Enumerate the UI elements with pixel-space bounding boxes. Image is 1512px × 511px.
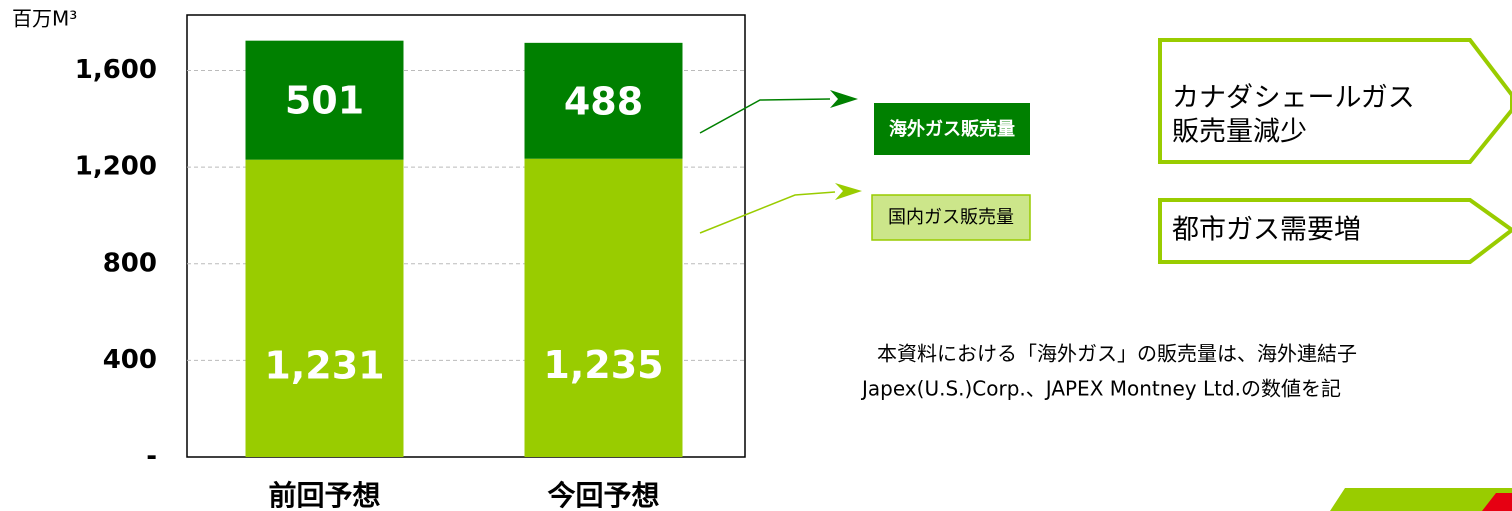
annotation-box — [1158, 198, 1512, 264]
plot-frame — [186, 14, 746, 458]
x-tick-label: 前回予想 — [268, 479, 380, 511]
legend-label: 海外ガス販売量 — [889, 118, 1015, 140]
footnote: Japex(U.S.)Corp.、JAPEX Montney Ltd.の数値を記 — [860, 377, 1341, 401]
arrow-head — [830, 90, 858, 108]
y-tick-label: - — [146, 442, 157, 472]
decoration — [1330, 488, 1512, 511]
arrow — [699, 191, 836, 234]
y-tick-label: 1,600 — [75, 55, 157, 85]
value-label: 501 — [285, 79, 364, 123]
legend-label: 国内ガス販売量 — [888, 207, 1014, 228]
value-label: 1,235 — [543, 343, 663, 387]
annotation: 都市ガス需要増 — [1172, 215, 1361, 246]
legend-box — [871, 194, 1031, 241]
annotation-box — [1158, 38, 1512, 164]
annotation: カナダシェールガス — [1172, 83, 1415, 114]
decoration — [1482, 493, 1512, 511]
arrow — [699, 98, 831, 134]
legend-box — [874, 103, 1030, 155]
annotation: 販売量減少 — [1172, 117, 1307, 148]
bar-segment — [524, 158, 683, 457]
x-tick-label: 今回予想 — [547, 479, 659, 511]
value-label: 1,231 — [264, 343, 384, 387]
arrow-head — [835, 183, 862, 200]
y-tick-label: 1,200 — [75, 152, 157, 182]
value-label: 488 — [564, 79, 643, 123]
bar-segment — [245, 159, 404, 457]
bar-segment — [245, 40, 404, 160]
y-tick-label: 800 — [103, 248, 157, 278]
unit-label: 百万M³ — [12, 7, 77, 31]
bar-segment — [524, 42, 683, 159]
y-tick-label: 400 — [103, 345, 157, 375]
footnote: 本資料における「海外ガス」の販売量は、海外連結子 — [877, 342, 1357, 366]
